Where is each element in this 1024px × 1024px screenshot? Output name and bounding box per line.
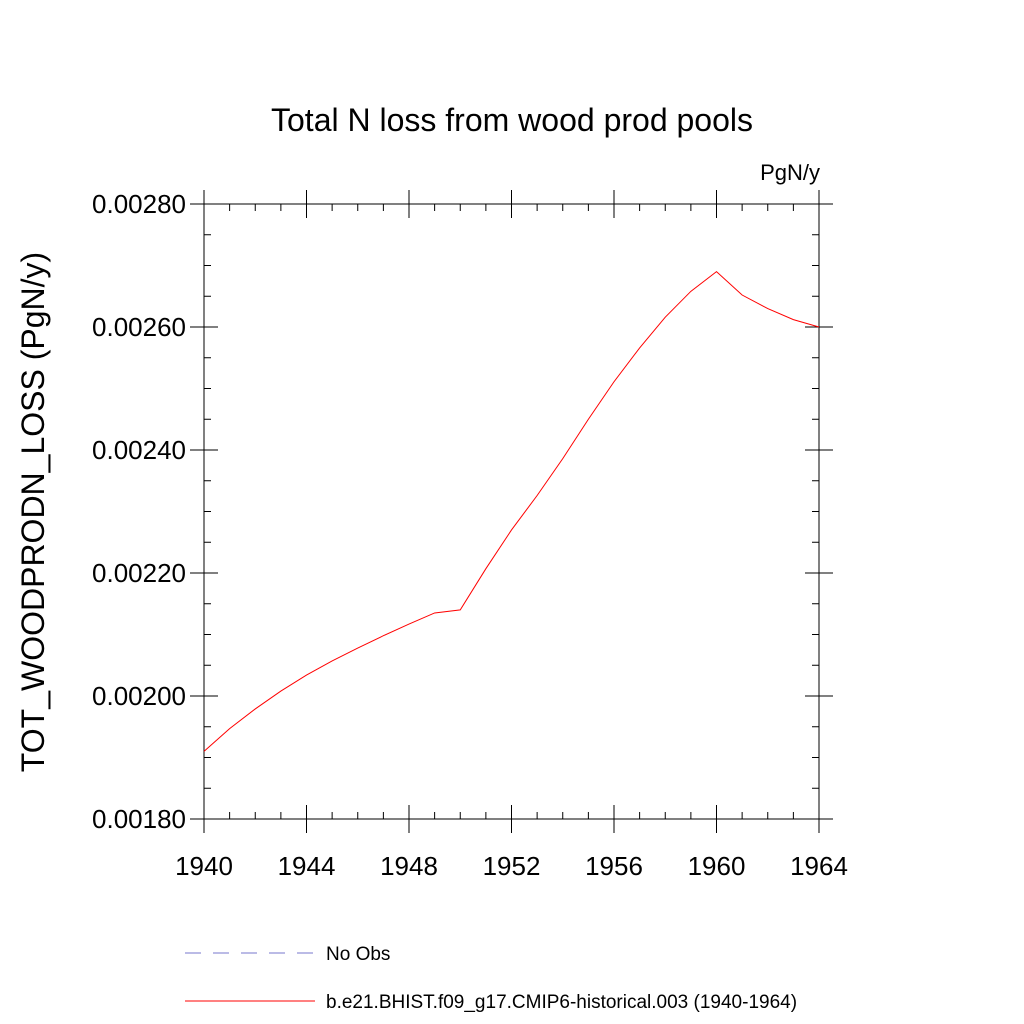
legend-label-no-obs: No Obs: [326, 944, 390, 965]
chart-title: Total N loss from wood prod pools: [271, 102, 753, 138]
x-tick-label: 1964: [790, 851, 848, 881]
x-tick-label: 1944: [278, 851, 336, 881]
y-tick-label: 0.00280: [92, 189, 186, 219]
y-tick-label: 0.00220: [92, 558, 186, 588]
y-tick-label: 0.00240: [92, 435, 186, 465]
x-tick-label: 1952: [483, 851, 541, 881]
plot-frame: [203, 203, 820, 820]
legend: No Obs b.e21.BHIST.f09_g17.CMIP6-histori…: [185, 944, 797, 1013]
legend-label-historical: b.e21.BHIST.f09_g17.CMIP6-historical.003…: [326, 992, 797, 1013]
y-tick-label: 0.00200: [92, 681, 186, 711]
y-tick-label: 0.00180: [92, 804, 186, 834]
x-tick-label: 1960: [688, 851, 746, 881]
x-tick-label: 1940: [175, 851, 233, 881]
x-tick-label: 1956: [585, 851, 643, 881]
series-line-1: [203, 270, 820, 752]
x-tick-label: 1948: [380, 851, 438, 881]
units-label: PgN/y: [760, 160, 820, 185]
y-axis-label: TOT_WOODPRODN_LOSS (PgN/y): [15, 252, 51, 772]
y-tick-label: 0.00260: [92, 312, 186, 342]
